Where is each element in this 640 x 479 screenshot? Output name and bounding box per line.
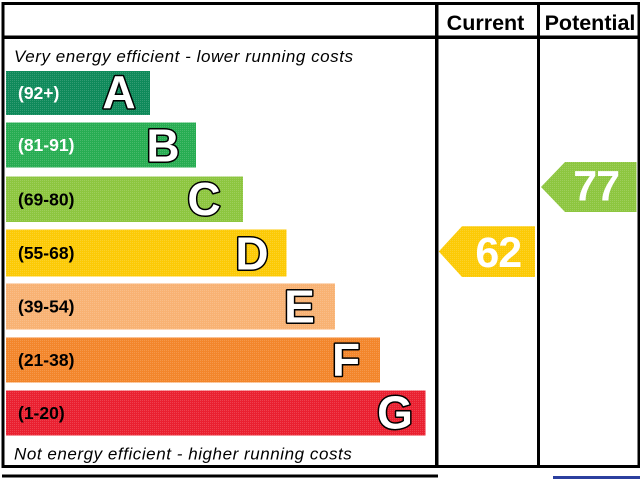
svg-text:C: C — [187, 173, 220, 225]
svg-text:62: 62 — [475, 229, 521, 277]
svg-text:E: E — [284, 281, 315, 333]
svg-text:Current: Current — [447, 11, 525, 35]
svg-text:B: B — [146, 120, 179, 172]
svg-text:D: D — [235, 228, 268, 280]
svg-text:(81-91): (81-91) — [18, 135, 74, 155]
svg-text:(1-20): (1-20) — [18, 403, 65, 423]
svg-text:(21-38): (21-38) — [18, 350, 74, 370]
svg-text:(39-54): (39-54) — [18, 297, 74, 317]
svg-text:Very energy efficient - lower: Very energy efficient - lower running co… — [14, 47, 354, 66]
svg-text:A: A — [102, 66, 135, 118]
svg-text:G: G — [377, 387, 413, 439]
svg-text:(92+): (92+) — [18, 83, 59, 103]
svg-text:77: 77 — [573, 163, 619, 211]
svg-text:F: F — [332, 334, 360, 386]
svg-text:Potential: Potential — [545, 11, 636, 35]
svg-text:Not energy efficient - higher: Not energy efficient - higher running co… — [14, 445, 352, 464]
svg-text:(55-68): (55-68) — [18, 243, 74, 263]
svg-text:(69-80): (69-80) — [18, 190, 74, 210]
